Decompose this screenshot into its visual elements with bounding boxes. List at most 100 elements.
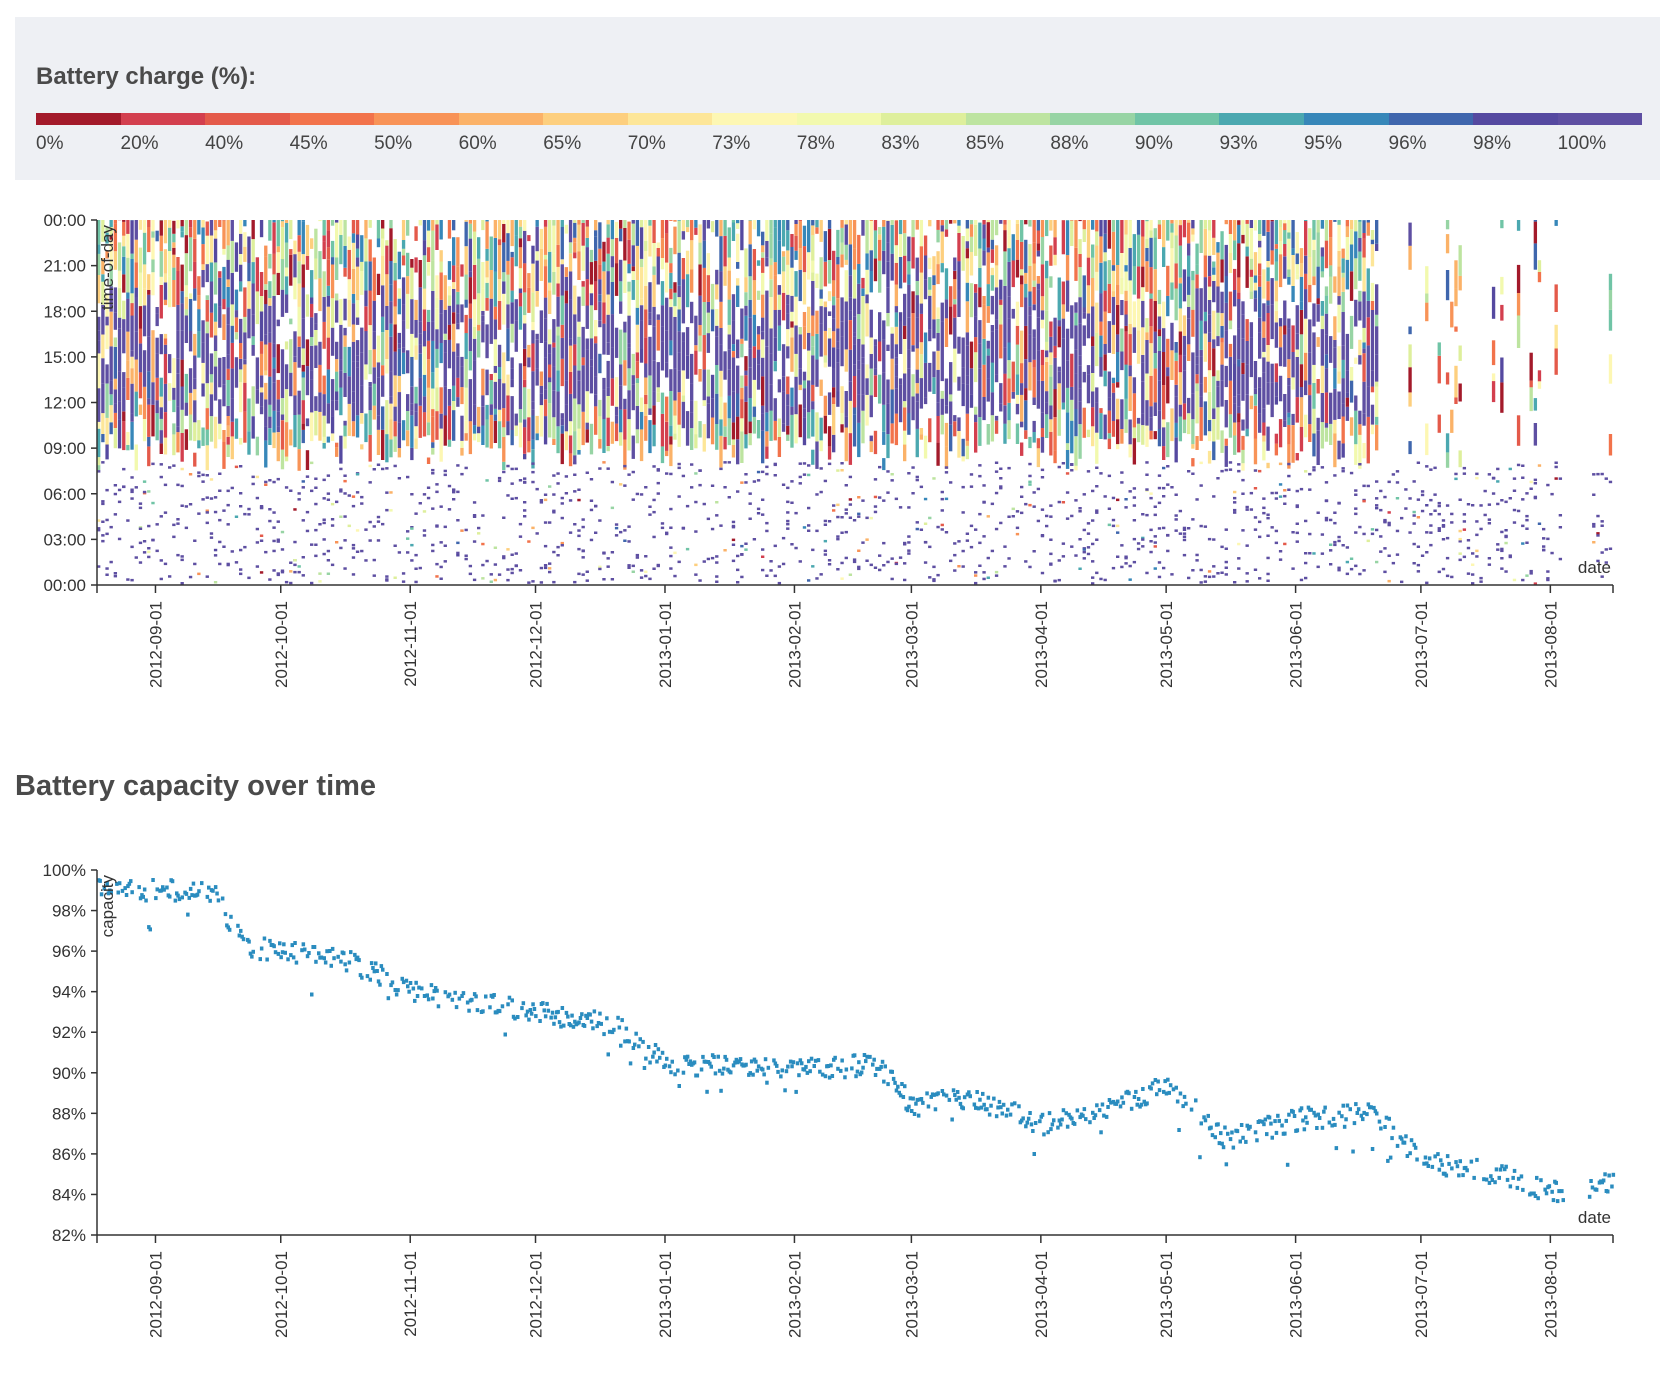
heatmap-cell — [355, 317, 360, 325]
heatmap-cell — [1458, 383, 1462, 402]
heatmap-cell — [802, 408, 807, 418]
heatmap-cell — [573, 344, 577, 366]
heatmap-cell — [1091, 582, 1095, 585]
heatmap-cell — [1608, 273, 1613, 290]
heatmap-cell — [456, 464, 460, 467]
heatmap-cell — [681, 258, 686, 280]
heatmap-cell — [798, 220, 802, 222]
heatmap-cell — [209, 536, 214, 539]
heatmap-cell — [531, 449, 535, 469]
heatmap-cell — [823, 362, 828, 368]
heatmap-cell — [706, 301, 711, 313]
heatmap-cell — [97, 275, 101, 304]
heatmap-cell — [928, 277, 932, 290]
heatmap-cell — [1120, 429, 1124, 444]
heatmap-cell — [1341, 467, 1345, 470]
heatmap-cell — [543, 564, 548, 567]
heatmap-cell — [497, 279, 502, 301]
heatmap-cell — [539, 393, 544, 406]
heatmap-cell — [351, 391, 356, 403]
capacity-point — [142, 887, 147, 892]
heatmap-cell — [990, 549, 995, 553]
heatmap-cell — [514, 552, 518, 555]
heatmap-cell — [176, 406, 180, 419]
heatmap-cell — [1170, 248, 1174, 283]
heatmap-cell — [1166, 422, 1170, 458]
heatmap-cell — [134, 239, 138, 263]
heatmap-cell — [1107, 523, 1112, 527]
heatmap-cell — [723, 549, 727, 552]
heatmap-cell — [1504, 500, 1508, 504]
heatmap-cell — [1199, 383, 1203, 397]
heatmap-cell — [761, 339, 765, 358]
heatmap-cell — [1370, 532, 1375, 536]
capacity-point — [425, 993, 429, 998]
heatmap-cell — [523, 509, 527, 512]
capacity-point — [211, 888, 215, 893]
heatmap-cell — [1262, 220, 1266, 236]
heatmap-cell — [907, 340, 911, 350]
heatmap-cell — [1020, 284, 1024, 308]
heatmap-cell — [297, 336, 301, 347]
heatmap-cell — [188, 368, 193, 393]
heatmap-cell — [669, 436, 673, 445]
heatmap-cell — [1020, 383, 1024, 395]
heatmap-cell — [1329, 336, 1333, 363]
heatmap-cell — [1287, 444, 1291, 469]
heatmap-cell — [794, 546, 798, 550]
heatmap-cell — [852, 519, 857, 522]
heatmap-cell — [414, 337, 418, 346]
heatmap-cell — [898, 378, 903, 385]
legend-colorbar — [36, 113, 1643, 125]
heatmap-cell — [1529, 569, 1533, 573]
heatmap-cell — [1136, 266, 1141, 299]
heatmap-cell — [665, 330, 669, 363]
heatmap-cell — [1011, 391, 1015, 399]
heatmap-cell — [731, 444, 736, 458]
heatmap-cell — [447, 508, 452, 511]
heatmap-cell — [1262, 398, 1266, 409]
heatmap-cell — [155, 337, 159, 354]
heatmap-cell — [1533, 243, 1538, 270]
capacity-point — [375, 969, 379, 973]
heatmap-cell — [940, 263, 944, 273]
heatmap-cell — [556, 335, 560, 371]
capacity-point — [720, 1071, 725, 1076]
heatmap-cell — [322, 538, 326, 541]
heatmap-cell — [134, 444, 138, 471]
heatmap-cell — [435, 348, 439, 368]
heatmap-cell — [1141, 545, 1145, 548]
heatmap-cell — [201, 498, 205, 501]
heatmap-cell — [1441, 567, 1446, 571]
heatmap-cell — [452, 220, 456, 231]
heatmap-cell — [944, 378, 949, 406]
heatmap-cell — [1174, 518, 1178, 521]
heatmap-cell — [656, 492, 660, 495]
heatmap-cell — [781, 483, 786, 486]
heatmap-cell — [907, 349, 911, 369]
heatmap-cell — [301, 254, 305, 265]
heatmap-cell — [610, 220, 615, 240]
heatmap-cell — [464, 274, 468, 300]
heatmap-cell — [543, 297, 548, 319]
heatmap-cell — [765, 324, 769, 347]
heatmap-cell — [1040, 296, 1045, 311]
heatmap-cell — [890, 253, 894, 281]
capacity-point — [557, 1020, 562, 1025]
heatmap-cell — [581, 518, 585, 521]
heatmap-cell — [798, 404, 802, 438]
heatmap-cell — [485, 260, 489, 278]
heatmap-cell — [994, 374, 999, 383]
heatmap-cell — [606, 253, 610, 272]
heatmap-cell — [1341, 469, 1345, 473]
heatmap-cell — [539, 501, 544, 504]
heatmap-cell — [1111, 392, 1116, 421]
heatmap-cell — [936, 369, 940, 403]
capacity-point — [658, 1055, 662, 1060]
heatmap-cell — [276, 246, 280, 253]
heatmap-cell — [781, 271, 786, 293]
heatmap-cell — [226, 287, 230, 308]
heatmap-cell — [163, 273, 168, 283]
heatmap-cell — [456, 291, 460, 305]
heatmap-cell — [1375, 424, 1379, 451]
